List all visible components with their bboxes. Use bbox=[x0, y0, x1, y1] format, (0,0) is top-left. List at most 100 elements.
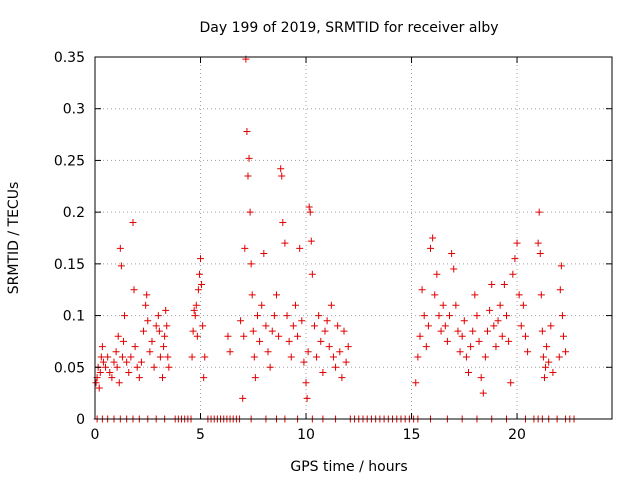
data-point bbox=[479, 389, 487, 397]
data-point bbox=[539, 353, 547, 361]
data-point bbox=[456, 348, 464, 356]
data-point bbox=[240, 332, 248, 340]
data-point bbox=[119, 337, 127, 345]
data-point bbox=[300, 358, 308, 366]
data-point bbox=[278, 172, 286, 180]
data-point bbox=[239, 394, 247, 402]
data-point bbox=[473, 312, 481, 320]
data-point bbox=[150, 363, 158, 371]
data-point bbox=[492, 343, 500, 351]
data-point bbox=[133, 363, 141, 371]
data-point bbox=[96, 368, 104, 376]
data-point bbox=[315, 312, 323, 320]
data-point bbox=[135, 374, 143, 382]
data-point bbox=[159, 374, 167, 382]
data-point bbox=[475, 337, 483, 345]
data-point bbox=[507, 379, 515, 387]
data-point bbox=[558, 312, 566, 320]
data-point bbox=[524, 348, 532, 356]
data-point bbox=[535, 208, 543, 216]
data-point bbox=[130, 286, 138, 294]
x-tick-label: 0 bbox=[91, 427, 100, 443]
data-point bbox=[129, 218, 137, 226]
data-point bbox=[95, 384, 103, 392]
data-point bbox=[197, 255, 205, 263]
data-point bbox=[190, 306, 198, 314]
data-point bbox=[98, 343, 106, 351]
data-point bbox=[165, 363, 173, 371]
data-point bbox=[481, 353, 489, 361]
data-point bbox=[160, 343, 168, 351]
data-point bbox=[260, 250, 268, 258]
data-point bbox=[308, 270, 316, 278]
data-point bbox=[424, 322, 432, 330]
chart-title: Day 199 of 2019, SRMTID for receiver alb… bbox=[199, 20, 498, 36]
data-point bbox=[302, 379, 310, 387]
data-point bbox=[137, 358, 145, 366]
data-point bbox=[329, 353, 337, 361]
data-point bbox=[140, 327, 148, 335]
data-point bbox=[194, 286, 202, 294]
data-point bbox=[115, 379, 123, 387]
data-point bbox=[283, 312, 291, 320]
data-point bbox=[268, 327, 276, 335]
data-point bbox=[148, 337, 156, 345]
data-point bbox=[448, 250, 456, 258]
data-point bbox=[454, 327, 462, 335]
data-point bbox=[92, 379, 100, 387]
data-point bbox=[189, 327, 197, 335]
data-point bbox=[118, 353, 126, 361]
x-tick-label: 10 bbox=[297, 427, 315, 443]
data-point bbox=[540, 374, 548, 382]
data-point bbox=[247, 260, 255, 268]
data-point bbox=[338, 374, 346, 382]
y-tick-label: 0.25 bbox=[54, 153, 85, 169]
data-point bbox=[321, 327, 329, 335]
data-point bbox=[251, 374, 259, 382]
data-point bbox=[298, 317, 306, 325]
x-tick-label: 15 bbox=[403, 427, 421, 443]
data-point bbox=[143, 291, 151, 299]
data-point bbox=[556, 286, 564, 294]
data-point bbox=[490, 322, 498, 330]
x-tick-label: 5 bbox=[196, 427, 205, 443]
data-point bbox=[437, 327, 445, 335]
data-point bbox=[313, 353, 321, 361]
data-point bbox=[511, 255, 519, 263]
data-point bbox=[418, 286, 426, 294]
tick-labels: 0 5 10 15 20 0 0.05 0.1 0.15 0.2 0.25 0.3 0.35 bbox=[54, 50, 526, 443]
data-point bbox=[164, 353, 172, 361]
y-tick-label: 0.1 bbox=[63, 309, 85, 325]
data-point bbox=[537, 291, 545, 299]
data-point bbox=[192, 301, 200, 309]
data-point bbox=[429, 234, 437, 242]
x-tick-label: 20 bbox=[508, 427, 526, 443]
data-point bbox=[303, 394, 311, 402]
data-point bbox=[557, 262, 565, 270]
data-point bbox=[427, 244, 435, 252]
y-tick-label: 0.3 bbox=[63, 102, 85, 118]
data-point bbox=[323, 317, 331, 325]
data-point bbox=[467, 343, 475, 351]
data-point bbox=[125, 368, 133, 376]
data-point bbox=[97, 353, 105, 361]
data-point bbox=[253, 312, 261, 320]
data-point bbox=[188, 353, 196, 361]
y-tick-label: 0.2 bbox=[63, 205, 85, 221]
data-point bbox=[131, 343, 139, 351]
data-point bbox=[287, 353, 295, 361]
data-point bbox=[317, 337, 325, 345]
data-point bbox=[106, 368, 114, 376]
data-point bbox=[460, 317, 468, 325]
data-point bbox=[469, 327, 477, 335]
data-point bbox=[517, 322, 525, 330]
data-point bbox=[509, 270, 517, 278]
data-point bbox=[226, 348, 234, 356]
data-point bbox=[264, 348, 272, 356]
data-point bbox=[305, 203, 313, 211]
y-tick-label: 0.05 bbox=[54, 360, 85, 376]
data-point bbox=[156, 353, 164, 361]
y-tick-label: 0.35 bbox=[54, 50, 85, 66]
data-point bbox=[104, 353, 112, 361]
data-point bbox=[162, 306, 170, 314]
